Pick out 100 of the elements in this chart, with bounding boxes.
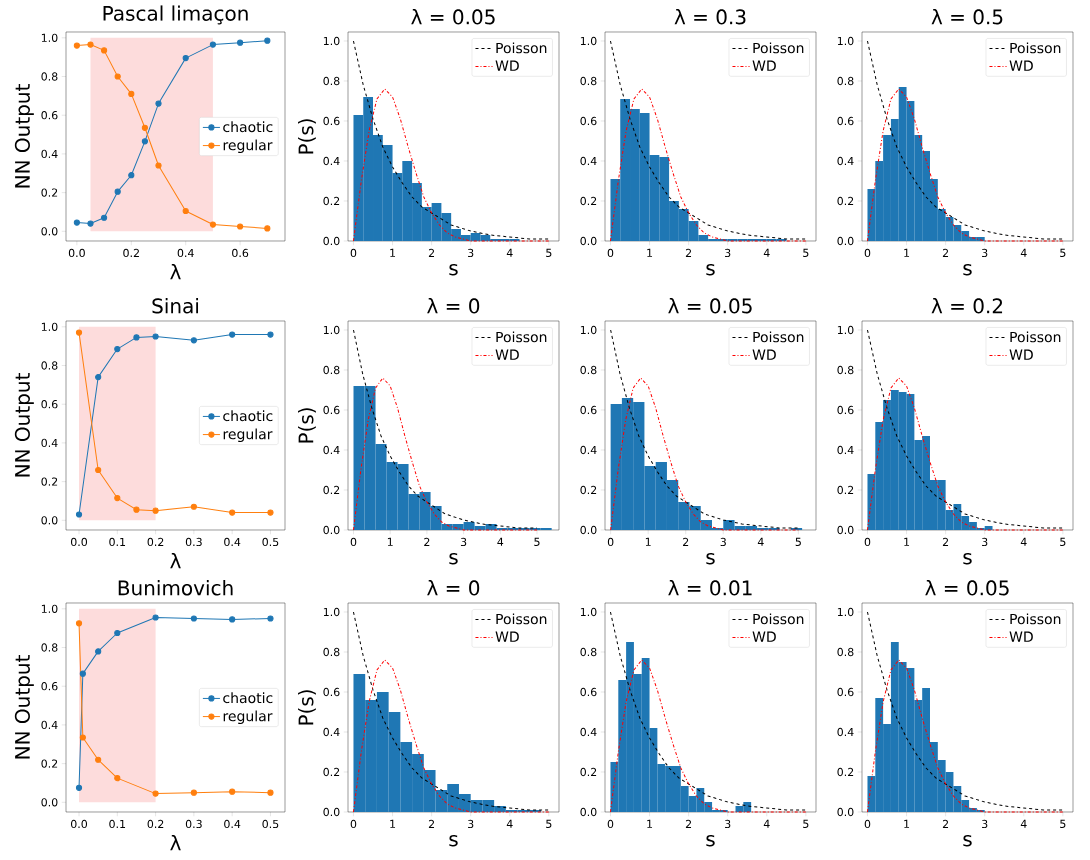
y-tick-label: 0.4 — [837, 156, 854, 166]
y-tick-label: 1.0 — [323, 325, 340, 335]
x-tick-label: 1 — [390, 248, 396, 257]
y-tick-label: 0.8 — [41, 72, 58, 81]
x-tick-label: 2 — [428, 248, 435, 257]
y-tick-label: 0.8 — [580, 76, 597, 86]
y-tick-label: 0.8 — [580, 365, 597, 375]
y-tick-label: 0.4 — [580, 156, 597, 166]
y-tick-label: 0.6 — [580, 116, 597, 126]
y-tick-label: 0.2 — [41, 188, 58, 197]
x-tick-label: 0 — [607, 819, 614, 829]
y-tick-label: 0.2 — [580, 485, 597, 495]
x-tick-label: 2 — [685, 248, 692, 257]
legend-label: WD — [1009, 349, 1033, 360]
x-tick-label: 4 — [1020, 819, 1027, 828]
x-tick-label: 1 — [390, 819, 396, 828]
y-axis-title: P(s) — [298, 408, 316, 443]
x-axis-title: s — [449, 552, 458, 565]
legend-label: Poisson — [1010, 42, 1061, 54]
y-tick-label: 0.4 — [837, 727, 854, 737]
chart-title: λ = 0 — [427, 297, 480, 314]
x-tick-label: 2 — [685, 819, 692, 828]
x-tick-label: 0.2 — [147, 819, 164, 829]
legend-label: chaotic — [223, 692, 273, 704]
legend-label: Poisson — [496, 613, 547, 625]
chart-title: λ = 0.3 — [674, 8, 746, 25]
y-tick-label: 0.2 — [323, 767, 340, 777]
x-tick-label: 0.0 — [70, 537, 88, 547]
x-tick-label: 5 — [1060, 819, 1066, 828]
y-tick-label: 0.4 — [41, 149, 58, 159]
x-tick-label: 5 — [803, 819, 809, 828]
x-tick-label: 0 — [864, 819, 871, 829]
x-tick-label: 1 — [645, 537, 651, 546]
y-tick-label: 0.0 — [837, 236, 854, 246]
y-tick-label: 0.2 — [580, 196, 597, 206]
y-tick-label: 0.6 — [41, 682, 58, 691]
x-tick-label: 4 — [763, 819, 770, 828]
y-tick-label: 1.0 — [580, 325, 597, 335]
y-tick-label: 0.0 — [580, 807, 597, 817]
y-tick-label: 1.0 — [41, 322, 58, 331]
y-tick-label: 0.6 — [41, 111, 58, 120]
y-tick-label: 1.0 — [837, 607, 854, 617]
x-axis-title: s — [963, 263, 972, 276]
chart-title: Sinai — [152, 297, 199, 314]
x-tick-label: 1 — [387, 537, 393, 546]
legend-label: regular — [223, 710, 273, 725]
x-tick-label: 2 — [942, 819, 949, 828]
x-axis-title: s — [449, 834, 458, 847]
y-tick-label: 0.2 — [323, 196, 340, 206]
y-tick-label: 0.4 — [580, 445, 597, 455]
y-tick-label: 1.0 — [41, 604, 58, 613]
legend-label: WD — [1009, 631, 1033, 642]
y-tick-label: 0.6 — [323, 405, 340, 415]
x-tick-label: 5 — [803, 248, 809, 257]
x-tick-label: 4 — [506, 819, 513, 828]
x-tick-label: 0 — [350, 248, 357, 258]
x-tick-label: 0.2 — [123, 248, 139, 258]
x-axis-title: s — [963, 552, 972, 565]
x-tick-label: 0 — [607, 248, 614, 258]
y-tick-label: 0.0 — [837, 807, 854, 817]
x-tick-label: 0.4 — [177, 248, 194, 258]
y-tick-label: 0.2 — [837, 767, 854, 777]
x-tick-label: 0 — [864, 248, 871, 258]
legend-label: chaotic — [223, 410, 273, 422]
x-tick-label: 2 — [683, 537, 689, 546]
x-tick-label: 2 — [428, 819, 435, 828]
x-tick-label: 3 — [982, 537, 988, 547]
legend-label: WD — [752, 631, 776, 642]
x-tick-label: 1 — [904, 819, 910, 828]
y-tick-label: 0.0 — [323, 236, 340, 246]
x-tick-label: 0.0 — [68, 248, 85, 258]
y-axis-title: NN Output — [14, 655, 34, 759]
x-axis-title: s — [706, 263, 715, 276]
y-tick-label: 0.8 — [837, 647, 854, 657]
legend-label: WD — [495, 60, 519, 71]
x-tick-label: 1 — [647, 819, 653, 828]
x-tick-label: 3 — [460, 537, 467, 547]
legend-label: regular — [223, 428, 273, 443]
x-tick-label: 0.4 — [224, 537, 241, 547]
legend-label: WD — [752, 349, 776, 360]
y-tick-label: 0.0 — [41, 516, 58, 525]
y-tick-label: 0.8 — [837, 365, 854, 375]
x-tick-label: 0 — [607, 537, 614, 547]
legend-label: Poisson — [753, 613, 804, 625]
x-tick-label: 1 — [904, 537, 910, 546]
y-tick-label: 0.2 — [837, 196, 854, 206]
legend-label: Poisson — [496, 331, 547, 343]
x-axis-title: s — [449, 263, 458, 276]
x-tick-label: 0.4 — [224, 819, 241, 829]
x-tick-label: 0.2 — [147, 537, 164, 547]
x-tick-label: 3 — [725, 819, 731, 829]
y-tick-label: 0.6 — [837, 405, 854, 415]
y-axis-title: NN Output — [14, 373, 34, 477]
y-tick-label: 0.4 — [41, 720, 58, 730]
legend-label: Poisson — [1010, 613, 1061, 625]
x-tick-label: 0.5 — [262, 537, 279, 547]
x-tick-label: 1 — [647, 248, 653, 257]
x-tick-label: 0.3 — [185, 819, 202, 829]
chart-title: λ = 0.5 — [931, 8, 1003, 25]
x-tick-label: 5 — [546, 819, 552, 828]
